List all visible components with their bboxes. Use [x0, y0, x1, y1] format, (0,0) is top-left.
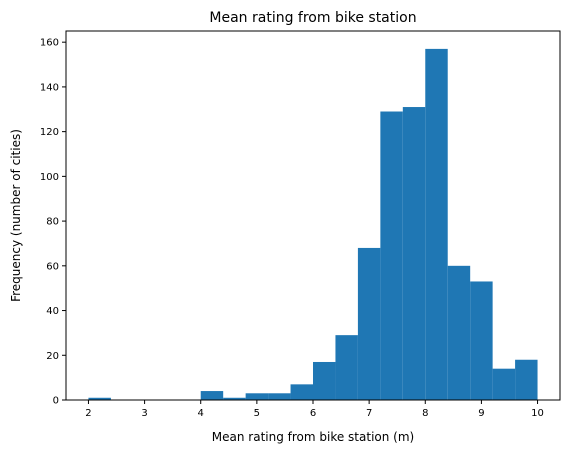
histogram-bar — [402, 107, 426, 400]
histogram-bar — [447, 265, 471, 400]
x-tick-label: 5 — [254, 408, 260, 419]
y-tick-label: 100 — [40, 172, 59, 183]
histogram-bar — [380, 111, 403, 400]
y-tick-label: 40 — [46, 306, 59, 317]
x-tick-label: 8 — [422, 408, 428, 419]
y-axis-label: Frequency (number of cities) — [9, 129, 23, 302]
x-axis-label: Mean rating from bike station (m) — [212, 430, 414, 444]
x-axis: 2 3 4 5 6 7 8 9 10 — [85, 400, 544, 419]
histogram-bar — [425, 48, 448, 400]
chart-title: Mean rating from bike station — [209, 10, 416, 26]
x-tick-label: 9 — [478, 408, 484, 419]
histogram-bar — [335, 335, 358, 400]
y-tick-label: 140 — [40, 82, 59, 93]
bars-group — [88, 48, 538, 400]
histogram-bar — [515, 359, 538, 400]
y-tick-label: 20 — [46, 351, 59, 362]
y-tick-label: 80 — [46, 217, 59, 228]
y-tick-label: 60 — [46, 261, 59, 272]
y-axis: 0 20 40 60 80 100 120 140 160 — [40, 38, 66, 407]
histogram-bar — [245, 393, 269, 400]
x-tick-label: 4 — [198, 408, 204, 419]
y-tick-label: 120 — [40, 127, 59, 138]
x-tick-label: 7 — [366, 408, 372, 419]
y-tick-label: 160 — [40, 38, 59, 49]
x-tick-label: 3 — [141, 408, 147, 419]
histogram-bar — [492, 368, 516, 400]
histogram-bar — [357, 247, 381, 400]
y-tick-label: 0 — [53, 396, 59, 407]
histogram-bar — [223, 397, 246, 400]
x-tick-label: 2 — [85, 408, 91, 419]
x-tick-label: 6 — [310, 408, 316, 419]
histogram-bar — [88, 397, 111, 400]
histogram-bar — [200, 391, 224, 400]
histogram-bar — [268, 393, 291, 400]
histogram-bar — [290, 384, 313, 400]
x-tick-label: 10 — [531, 408, 544, 419]
histogram-bar — [313, 361, 336, 400]
histogram-bar — [470, 281, 493, 400]
